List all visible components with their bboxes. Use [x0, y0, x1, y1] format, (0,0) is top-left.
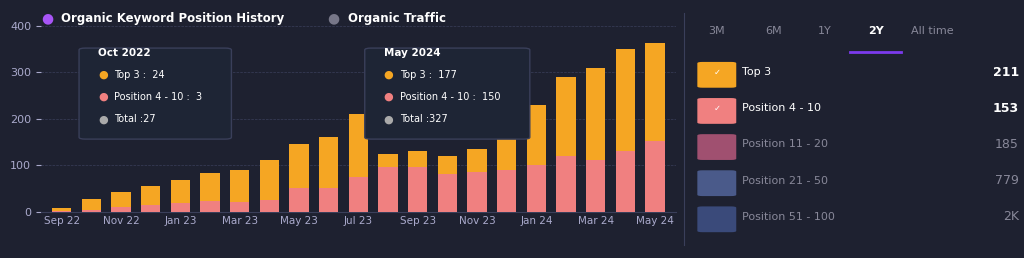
Bar	[112, 207, 131, 212]
Bar	[82, 199, 101, 210]
Bar	[438, 174, 457, 212]
Text: ✓: ✓	[714, 68, 720, 77]
Text: 211: 211	[992, 66, 1019, 79]
Text: 3M: 3M	[709, 26, 725, 36]
Text: 153: 153	[992, 102, 1019, 115]
Text: 2Y: 2Y	[867, 26, 884, 36]
Bar	[615, 151, 635, 212]
Text: ●: ●	[98, 92, 108, 102]
Text: ●: ●	[328, 11, 340, 25]
FancyBboxPatch shape	[79, 48, 231, 139]
Bar	[556, 77, 575, 156]
Bar	[52, 208, 72, 211]
Text: 779: 779	[995, 174, 1019, 187]
Text: ●: ●	[41, 11, 53, 25]
Text: ✓: ✓	[714, 104, 720, 113]
Bar	[645, 141, 665, 212]
Bar	[290, 144, 308, 188]
Text: 185: 185	[995, 138, 1019, 151]
Text: Position 51 - 100: Position 51 - 100	[742, 212, 836, 222]
Bar	[112, 192, 131, 207]
Text: 6M: 6M	[765, 26, 781, 36]
Bar	[497, 128, 516, 170]
Bar	[171, 203, 190, 212]
Bar	[201, 173, 220, 201]
Bar	[467, 149, 486, 172]
Bar	[230, 170, 250, 202]
Bar	[319, 188, 338, 212]
Bar	[615, 49, 635, 151]
Bar	[141, 186, 161, 205]
Bar	[409, 151, 427, 167]
Bar	[230, 202, 250, 212]
FancyBboxPatch shape	[365, 48, 529, 139]
Text: 1Y: 1Y	[817, 26, 831, 36]
Bar	[645, 43, 665, 141]
Bar	[467, 172, 486, 212]
Text: All time: All time	[910, 26, 953, 36]
Bar	[290, 188, 308, 212]
Bar	[349, 114, 368, 177]
Bar	[497, 170, 516, 212]
Text: Oct 2022: Oct 2022	[98, 47, 151, 58]
Text: Total :327: Total :327	[399, 114, 447, 124]
Bar	[586, 160, 605, 212]
Text: May 2024: May 2024	[384, 47, 440, 58]
Bar	[379, 154, 397, 167]
Text: Total :27: Total :27	[114, 114, 156, 124]
Text: 2K: 2K	[1002, 210, 1019, 223]
Bar	[201, 201, 220, 212]
Bar	[349, 177, 368, 212]
Text: Position 4 - 10 :  3: Position 4 - 10 : 3	[114, 92, 202, 102]
Text: ●: ●	[98, 70, 108, 80]
Text: Top 3 :  177: Top 3 : 177	[399, 70, 457, 80]
Text: Position 4 - 10 :  150: Position 4 - 10 : 150	[399, 92, 500, 102]
Text: Position 4 - 10: Position 4 - 10	[742, 103, 821, 113]
Text: Top 3 :  24: Top 3 : 24	[114, 70, 165, 80]
Bar	[409, 167, 427, 212]
Bar	[260, 200, 279, 212]
Bar	[526, 165, 546, 212]
Text: ●: ●	[384, 114, 393, 124]
Bar	[586, 68, 605, 160]
Bar	[171, 180, 190, 203]
Bar	[556, 156, 575, 212]
Text: ●: ●	[98, 114, 108, 124]
Text: Organic Traffic: Organic Traffic	[348, 12, 446, 25]
Bar	[319, 137, 338, 188]
Bar	[526, 105, 546, 165]
Bar	[260, 160, 279, 200]
Text: Position 11 - 20: Position 11 - 20	[742, 140, 828, 149]
Bar	[82, 210, 101, 212]
Text: Position 21 - 50: Position 21 - 50	[742, 176, 828, 186]
Bar	[438, 156, 457, 174]
Bar	[379, 167, 397, 212]
Text: Top 3: Top 3	[742, 67, 771, 77]
Bar	[141, 205, 161, 212]
Text: ●: ●	[384, 70, 393, 80]
Text: ●: ●	[384, 92, 393, 102]
Bar	[52, 211, 72, 212]
Text: Organic Keyword Position History: Organic Keyword Position History	[61, 12, 285, 25]
